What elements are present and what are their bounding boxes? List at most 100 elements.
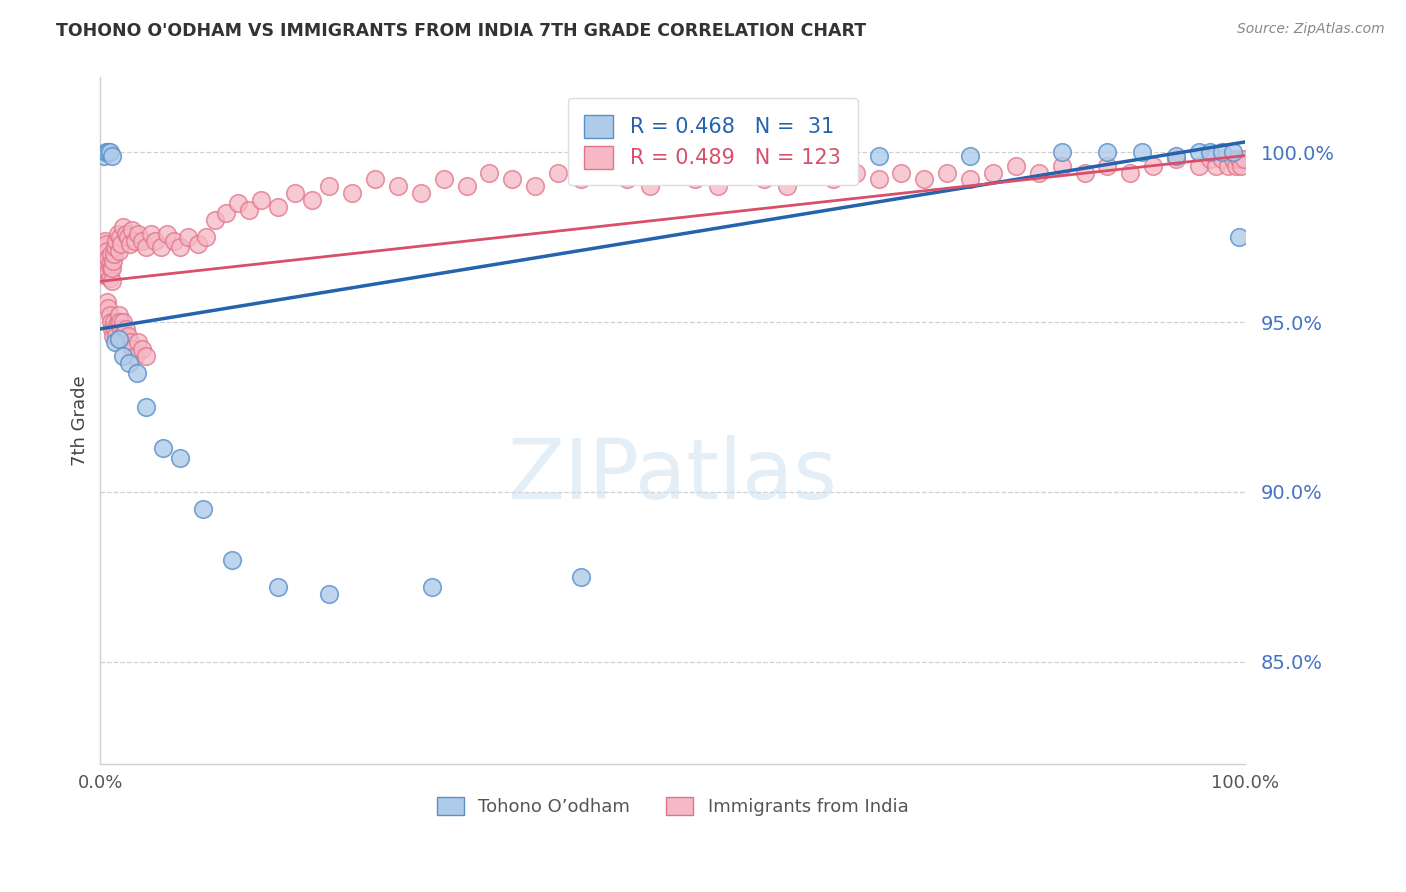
Point	[409, 186, 432, 200]
Point	[1119, 165, 1142, 179]
Point	[98, 271, 121, 285]
Point	[1050, 159, 1073, 173]
Point	[98, 257, 121, 271]
Point	[98, 308, 121, 322]
Point	[96, 294, 118, 309]
Point	[162, 234, 184, 248]
Point	[616, 172, 638, 186]
Point	[114, 322, 136, 336]
Point	[226, 196, 249, 211]
Point	[1005, 159, 1028, 173]
Point	[100, 315, 122, 329]
Point	[97, 264, 120, 278]
Point	[169, 240, 191, 254]
Point	[94, 251, 117, 265]
Point	[152, 441, 174, 455]
Point	[97, 251, 120, 265]
Point	[340, 186, 363, 200]
Point	[301, 193, 323, 207]
Point	[685, 172, 707, 186]
Point	[478, 165, 501, 179]
Point	[981, 165, 1004, 179]
Point	[139, 227, 162, 241]
Point	[96, 257, 118, 271]
Point	[221, 553, 243, 567]
Point	[101, 148, 124, 162]
Point	[100, 247, 122, 261]
Point	[94, 236, 117, 251]
Point	[433, 172, 456, 186]
Point	[1199, 145, 1222, 160]
Point	[93, 240, 115, 254]
Point	[547, 165, 569, 179]
Point	[593, 165, 616, 179]
Point	[107, 244, 129, 258]
Point	[131, 343, 153, 357]
Point	[131, 234, 153, 248]
Point	[215, 206, 238, 220]
Point	[169, 450, 191, 465]
Point	[143, 234, 166, 248]
Point	[117, 328, 139, 343]
Point	[912, 172, 935, 186]
Point	[1205, 159, 1227, 173]
Point	[135, 349, 157, 363]
Point	[1222, 152, 1244, 166]
Point	[156, 227, 179, 241]
Point	[1211, 152, 1233, 166]
Point	[112, 315, 135, 329]
Point	[1166, 152, 1188, 166]
Point	[193, 502, 215, 516]
Point	[101, 260, 124, 275]
Point	[107, 315, 129, 329]
Point	[569, 172, 592, 186]
Point	[194, 230, 217, 244]
Point	[97, 145, 120, 160]
Point	[1166, 148, 1188, 162]
Point	[104, 322, 127, 336]
Point	[107, 227, 129, 241]
Point	[90, 260, 112, 275]
Point	[107, 332, 129, 346]
Point	[420, 580, 443, 594]
Point	[868, 172, 890, 186]
Point	[93, 254, 115, 268]
Point	[127, 335, 149, 350]
Point	[93, 148, 115, 162]
Point	[135, 240, 157, 254]
Point	[120, 335, 142, 350]
Point	[94, 234, 117, 248]
Point	[124, 349, 146, 363]
Point	[249, 193, 271, 207]
Point	[94, 247, 117, 261]
Point	[125, 366, 148, 380]
Point	[112, 219, 135, 234]
Point	[1199, 152, 1222, 166]
Point	[868, 148, 890, 162]
Point	[318, 587, 340, 601]
Point	[150, 240, 173, 254]
Point	[752, 172, 775, 186]
Point	[104, 240, 127, 254]
Point	[959, 148, 981, 162]
Point	[93, 268, 115, 282]
Point	[127, 227, 149, 241]
Point	[890, 165, 912, 179]
Point	[661, 165, 683, 179]
Point	[1188, 159, 1211, 173]
Point	[101, 328, 124, 343]
Point	[845, 165, 868, 179]
Point	[124, 234, 146, 248]
Point	[103, 247, 125, 261]
Point	[177, 230, 200, 244]
Point	[1050, 145, 1073, 160]
Point	[101, 274, 124, 288]
Point	[569, 570, 592, 584]
Point	[821, 172, 844, 186]
Text: ZIPatlas: ZIPatlas	[508, 435, 838, 516]
Point	[456, 179, 478, 194]
Point	[204, 213, 226, 227]
Point	[1028, 165, 1050, 179]
Point	[318, 179, 340, 194]
Point	[91, 254, 114, 268]
